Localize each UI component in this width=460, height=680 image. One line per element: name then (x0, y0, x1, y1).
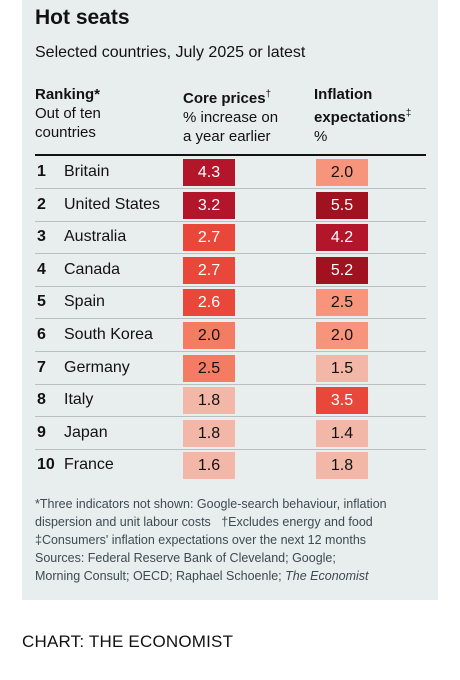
header-rule (35, 154, 426, 156)
core-prices-cell: 4.3 (183, 159, 235, 186)
footnote-line1: *Three indicators not shown: Google-sear… (35, 497, 387, 511)
country-name: Britain (64, 163, 110, 180)
row-divider (35, 188, 426, 189)
table-row: 2 United States 3.2 5.5 (35, 190, 426, 222)
inflation-expectations-cell: 1.8 (316, 452, 368, 480)
footnote-sources-cont: Morning Consult; OECD; Raphael Schoenle; (35, 569, 286, 583)
country-name: Germany (64, 358, 130, 376)
core-prices-cell: 2.7 (183, 224, 235, 252)
header-ranking-line2: Out of ten (35, 105, 101, 122)
inflation-expectations-cell: 4.2 (316, 224, 368, 252)
core-prices-cell: 2.7 (183, 256, 235, 284)
country-name: Japan (64, 423, 108, 441)
inflation-expectations-cell: 2.0 (316, 322, 368, 349)
table-row: 6 South Korea 2.0 2.0 (35, 320, 426, 352)
rank-number: 8 (37, 391, 46, 409)
table-row: 3 Australia 2.7 4.2 (35, 222, 426, 255)
header-core-mark: † (265, 89, 272, 100)
header-expect-line2: expectations (314, 109, 406, 126)
core-prices-cell: 1.8 (183, 387, 235, 415)
table-row: 4 Canada 2.7 5.2 (35, 255, 426, 287)
core-prices-cell: 1.8 (183, 419, 235, 447)
table-row: 7 Germany 2.5 1.5 (35, 353, 426, 385)
row-divider (35, 285, 426, 287)
country-name: South Korea (64, 326, 153, 343)
row-divider (35, 220, 426, 222)
core-prices-cell: 1.6 (183, 452, 235, 480)
country-name: Spain (64, 293, 105, 311)
rank-number: 3 (37, 228, 46, 246)
header-ranking-line3: countries (35, 124, 96, 141)
chart-credit: CHART: THE ECONOMIST (22, 632, 234, 651)
header-ranking: Ranking* Out of ten countries (35, 85, 101, 142)
country-name: United States (64, 195, 161, 213)
header-core-prices: Core prices† % increase on a year earlie… (183, 85, 278, 146)
core-prices-cell: 3.2 (183, 191, 235, 219)
row-divider (35, 351, 426, 352)
inflation-expectations-cell: 5.2 (316, 256, 368, 284)
inflation-expectations-cell: 1.5 (316, 354, 368, 382)
header-core-line3: a year earlier (183, 128, 271, 145)
header-expect-mark: ‡ (405, 108, 412, 119)
rank-number: 1 (37, 163, 46, 180)
row-divider (35, 383, 426, 385)
row-divider (35, 318, 426, 320)
footnote-line2a: dispersion and unit labour costs (35, 515, 211, 529)
header-core-title: Core prices (183, 90, 266, 107)
inflation-expectations-cell: 2.5 (316, 289, 368, 317)
country-name: Australia (64, 228, 127, 246)
country-name: Italy (64, 391, 94, 409)
table-row: 9 Japan 1.8 1.4 (35, 418, 426, 450)
country-name: Canada (64, 260, 121, 278)
row-divider (35, 253, 426, 255)
inflation-expectations-cell: 2.0 (316, 159, 368, 186)
row-divider (35, 416, 426, 418)
chart-subtitle: Selected countries, July 2025 or latest (35, 44, 306, 61)
rank-number: 9 (37, 423, 46, 441)
table-row: 10 France 1.6 1.8 (35, 450, 426, 482)
footnote-economist: The Economist (285, 569, 369, 583)
table-row: 8 Italy 1.8 3.5 (35, 385, 426, 418)
inflation-expectations-cell: 1.4 (316, 419, 368, 447)
inflation-expectations-cell: 3.5 (316, 387, 368, 415)
rank-number: 2 (37, 195, 46, 213)
header-expect-line3: % (314, 128, 328, 145)
rank-number: 10 (37, 456, 55, 474)
rank-number: 5 (37, 293, 46, 311)
table-row: 1 Britain 4.3 2.0 (35, 157, 426, 189)
country-name: France (64, 456, 114, 474)
footnotes: *Three indicators not shown: Google-sear… (35, 495, 430, 585)
rank-number: 4 (37, 260, 46, 278)
header-core-line2: % increase on (183, 109, 279, 126)
table-row: 5 Spain 2.6 2.5 (35, 287, 426, 320)
footnote-line2b: †Excludes energy and food (221, 515, 373, 529)
core-prices-cell: 2.6 (183, 289, 235, 317)
header-expect-title: Inflation (314, 86, 373, 103)
core-prices-cell: 2.0 (183, 322, 235, 349)
chart-title: Hot seats (35, 6, 130, 29)
footnote-line3: ‡Consumers' inflation expectations over … (35, 533, 367, 547)
footnote-sources: Sources: Federal Reserve Bank of Clevela… (35, 551, 336, 565)
core-prices-cell: 2.5 (183, 354, 235, 382)
rank-number: 7 (37, 358, 46, 376)
header-inflation-expectations: Inflation expectations‡ % (314, 85, 411, 146)
inflation-expectations-cell: 5.5 (316, 191, 368, 219)
header-ranking-title: Ranking* (35, 86, 101, 103)
row-divider (35, 448, 426, 450)
rank-number: 6 (37, 326, 46, 343)
